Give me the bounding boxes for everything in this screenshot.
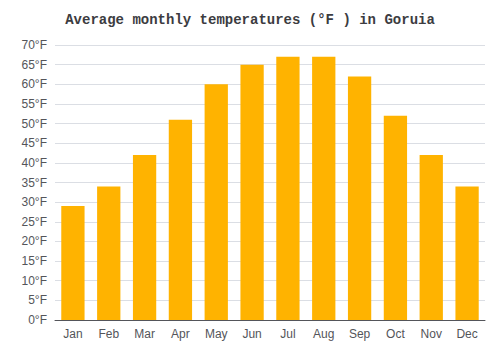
svg-text:Oct: Oct xyxy=(386,327,405,341)
svg-text:10°F: 10°F xyxy=(22,274,47,288)
svg-text:Apr: Apr xyxy=(171,327,190,341)
svg-text:15°F: 15°F xyxy=(22,254,47,268)
svg-text:Dec: Dec xyxy=(456,327,477,341)
svg-text:0°F: 0°F xyxy=(28,313,47,327)
svg-text:Jul: Jul xyxy=(280,327,295,341)
svg-text:30°F: 30°F xyxy=(22,195,47,209)
svg-text:Sep: Sep xyxy=(349,327,371,341)
svg-text:Feb: Feb xyxy=(98,327,119,341)
svg-text:Jun: Jun xyxy=(242,327,261,341)
svg-text:40°F: 40°F xyxy=(22,156,47,170)
svg-text:50°F: 50°F xyxy=(22,117,47,131)
svg-text:55°F: 55°F xyxy=(22,97,47,111)
svg-text:Mar: Mar xyxy=(134,327,155,341)
svg-text:Nov: Nov xyxy=(421,327,442,341)
svg-text:45°F: 45°F xyxy=(22,136,47,150)
svg-text:70°F: 70°F xyxy=(22,38,47,52)
svg-text:May: May xyxy=(205,327,228,341)
svg-text:65°F: 65°F xyxy=(22,58,47,72)
svg-text:60°F: 60°F xyxy=(22,77,47,91)
svg-text:5°F: 5°F xyxy=(28,293,47,307)
svg-text:Average monthly temperatures (: Average monthly temperatures (°F ) in Go… xyxy=(65,12,435,28)
svg-text:20°F: 20°F xyxy=(22,234,47,248)
svg-text:Jan: Jan xyxy=(63,327,82,341)
svg-text:Aug: Aug xyxy=(313,327,334,341)
svg-text:25°F: 25°F xyxy=(22,215,47,229)
svg-text:35°F: 35°F xyxy=(22,176,47,190)
